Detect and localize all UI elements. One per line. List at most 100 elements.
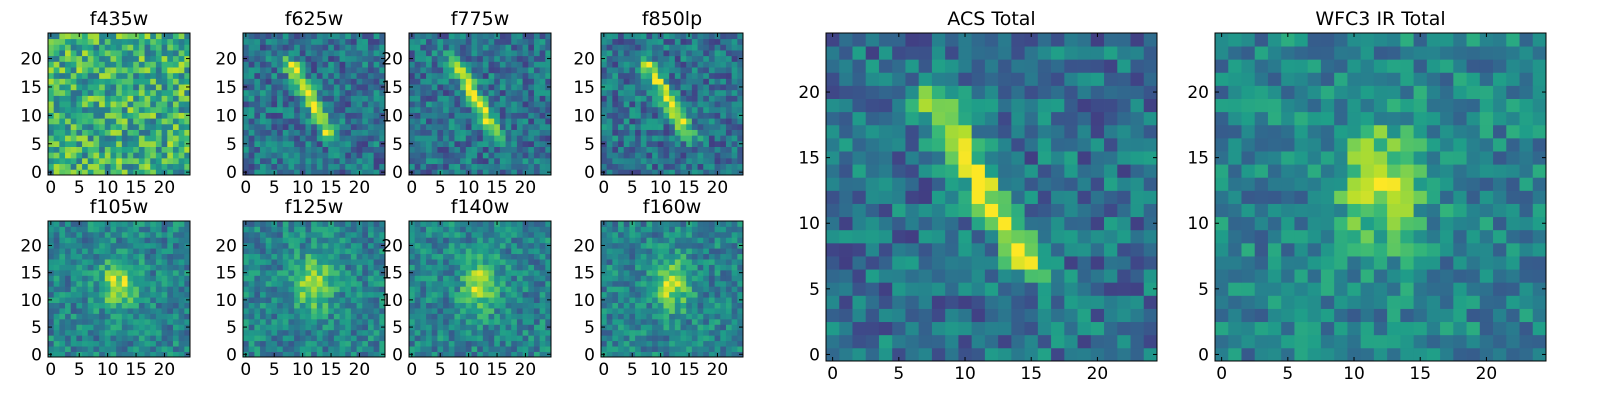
- heatmap-cell: [528, 269, 535, 276]
- heatmap-cell: [356, 324, 363, 331]
- heatmap-cell: [680, 112, 687, 119]
- heatmap-cell: [155, 84, 162, 91]
- heatmap-cell: [99, 302, 106, 309]
- heatmap-cell: [443, 280, 450, 287]
- heatmap-cell: [533, 157, 541, 165]
- heatmap-cell: [443, 253, 450, 260]
- heatmap-cell: [477, 38, 484, 45]
- heatmap-cell: [373, 318, 380, 325]
- heatmap-cell: [477, 275, 484, 282]
- heatmap-cell: [339, 123, 346, 130]
- heatmap-cell: [448, 140, 455, 147]
- heatmap-cell: [271, 95, 278, 102]
- heatmap-cell: [59, 291, 66, 298]
- heatmap-cell: [76, 302, 83, 309]
- heatmap-cell: [539, 50, 546, 57]
- heatmap-cell: [333, 324, 340, 331]
- heatmap-cell: [680, 351, 687, 358]
- heatmap-cell: [737, 163, 744, 170]
- heatmap-cell: [460, 297, 467, 303]
- heatmap-cell: [333, 329, 340, 336]
- heatmap-cell: [328, 248, 335, 255]
- heatmap-cell: [539, 146, 546, 153]
- heatmap-cell: [288, 264, 295, 271]
- heatmap-cell: [93, 269, 100, 276]
- heatmap-cell: [299, 84, 306, 91]
- heatmap-cell: [522, 226, 529, 233]
- y-tick-label: 10: [20, 106, 42, 126]
- heatmap-cell: [465, 340, 472, 347]
- heatmap-cell: [703, 313, 710, 320]
- heatmap-cell: [674, 291, 681, 298]
- heatmap-cell: [437, 72, 444, 79]
- heatmap-cell: [82, 78, 89, 85]
- heatmap-cell: [282, 340, 289, 347]
- heatmap-cell: [522, 38, 529, 45]
- heatmap-cell: [373, 351, 380, 358]
- heatmap-cell: [144, 275, 151, 282]
- heatmap-cell: [104, 106, 111, 113]
- heatmap-cell: [714, 50, 721, 57]
- heatmap-cell: [367, 44, 375, 51]
- heatmap-cell: [477, 221, 484, 227]
- heatmap-cell: [533, 72, 541, 79]
- heatmap-cell: [708, 308, 715, 314]
- heatmap-cell: [657, 67, 664, 74]
- heatmap-cell: [420, 248, 427, 255]
- heatmap-cell: [737, 89, 744, 96]
- heatmap-cell: [265, 329, 272, 336]
- heatmap-cell: [686, 302, 693, 309]
- heatmap-cell: [437, 253, 444, 260]
- heatmap-cell: [59, 118, 66, 125]
- heatmap-cell: [426, 302, 433, 309]
- heatmap-cell: [82, 152, 89, 159]
- y-tick-label: 10: [381, 291, 403, 311]
- heatmap-cell: [99, 264, 106, 271]
- heatmap-cell: [70, 106, 77, 113]
- heatmap-cell: [539, 123, 546, 130]
- heatmap-cell: [316, 78, 323, 85]
- heatmap-cell: [328, 237, 335, 244]
- heatmap-cell: [708, 275, 715, 282]
- heatmap-cell: [454, 221, 461, 227]
- heatmap-cell: [76, 163, 83, 170]
- heatmap-cell: [680, 157, 687, 165]
- heatmap-cell: [184, 129, 191, 136]
- heatmap-cell: [350, 275, 357, 282]
- heatmap-cell: [725, 89, 733, 96]
- heatmap-cell: [161, 129, 168, 136]
- heatmap-cell: [265, 318, 272, 325]
- heatmap-cell: [144, 106, 151, 113]
- heatmap-cell: [674, 112, 681, 119]
- heatmap-cell: [333, 95, 340, 102]
- heatmap-cell: [254, 237, 261, 244]
- heatmap-cell: [669, 280, 676, 287]
- heatmap-cell: [53, 67, 60, 74]
- heatmap-cell: [494, 242, 501, 249]
- heatmap-cell: [65, 340, 72, 347]
- heatmap-cell: [144, 297, 151, 303]
- heatmap-cell: [657, 286, 664, 293]
- heatmap-cell: [465, 123, 472, 130]
- heatmap-cell: [414, 67, 421, 74]
- heatmap-cell: [465, 324, 472, 331]
- heatmap-cell: [82, 340, 89, 347]
- heatmap-cell: [697, 89, 704, 96]
- heatmap-cell: [539, 297, 546, 303]
- heatmap-cell: [606, 112, 613, 119]
- heatmap-cell: [260, 89, 267, 96]
- heatmap-cell: [53, 280, 60, 287]
- heatmap-cell: [533, 67, 541, 74]
- heatmap-cell: [150, 269, 157, 276]
- heatmap-cell: [65, 242, 72, 249]
- heatmap-cell: [93, 84, 100, 91]
- heatmap-cell: [254, 318, 261, 325]
- heatmap-cell: [167, 242, 174, 249]
- heatmap-cell: [612, 275, 619, 282]
- heatmap-cell: [680, 346, 687, 352]
- heatmap-cell: [460, 129, 467, 136]
- heatmap-cell: [328, 324, 335, 331]
- heatmap-cell: [533, 78, 541, 85]
